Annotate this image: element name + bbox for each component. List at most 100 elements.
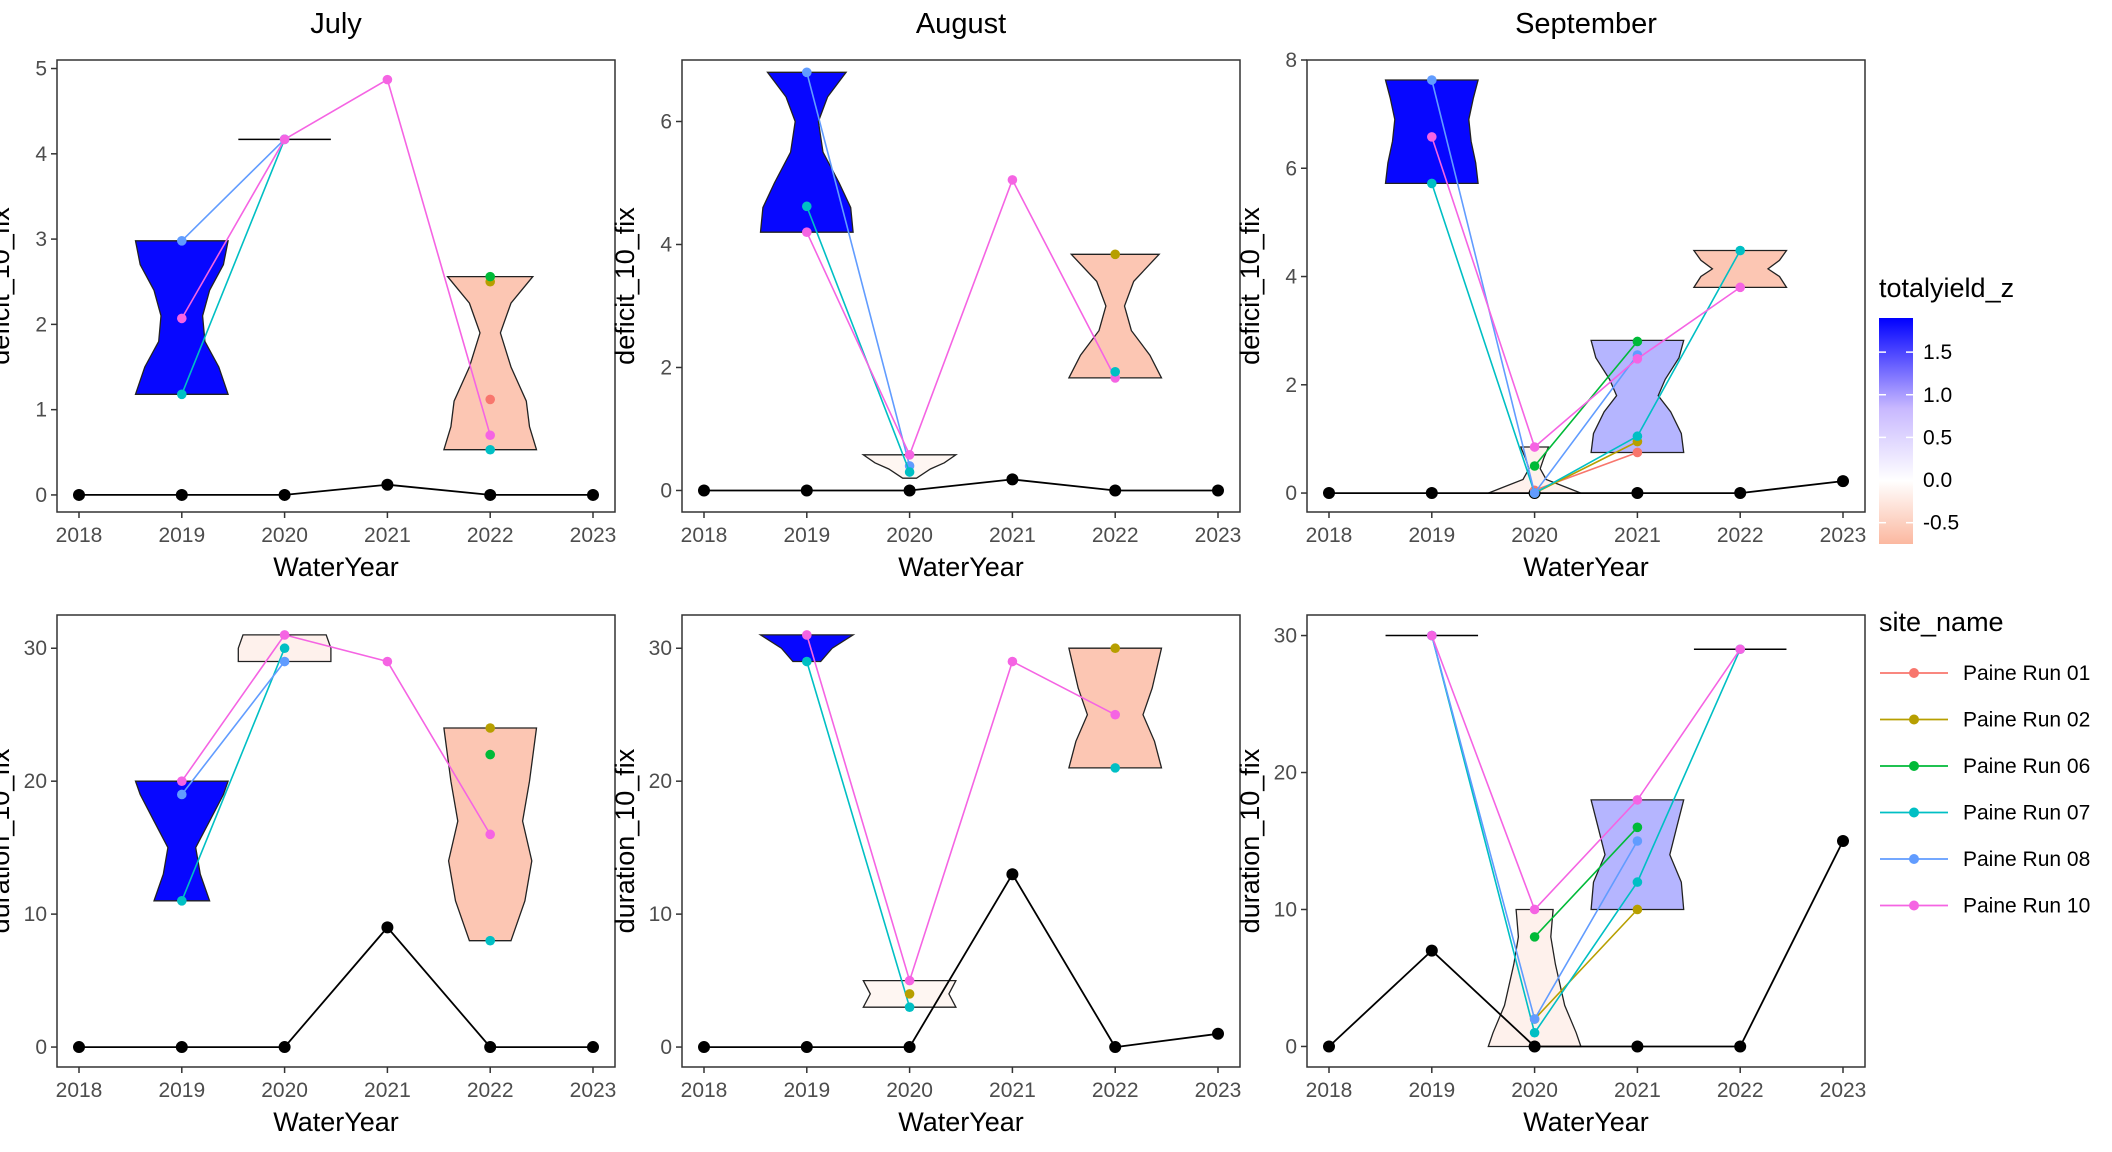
- site-line-paine-run-10: [181, 78, 491, 436]
- summary-point: [484, 488, 497, 501]
- y-tick-label: 0: [1285, 1035, 1297, 1058]
- violin-2022: [1068, 647, 1163, 769]
- summary-line: [704, 872, 1219, 1049]
- site-point-paine-run-06: [1632, 822, 1643, 833]
- y-tick-label: 2: [1285, 374, 1297, 397]
- site-point-paine-run-10: [1007, 175, 1018, 185]
- violin-2019: [1384, 79, 1479, 185]
- site-point-paine-run-08: [1632, 836, 1643, 846]
- x-tick-label: 2019: [158, 1079, 205, 1102]
- site-point-paine-run-06: [1529, 932, 1540, 942]
- site-point-paine-run-10: [177, 313, 187, 324]
- y-tick-label: 10: [649, 903, 672, 926]
- x-tick-label: 2020: [261, 1079, 308, 1102]
- violin-2022: [1067, 253, 1163, 379]
- summary-point: [73, 1041, 85, 1054]
- x-tick-label: 2020: [261, 524, 308, 547]
- site-line-paine-run-07: [806, 206, 911, 473]
- summary-point: [1212, 484, 1224, 497]
- legend-key-point: [1909, 668, 1919, 678]
- site-point-paine-run-08: [177, 236, 187, 246]
- x-tick-label: 2022: [1092, 524, 1139, 547]
- x-tick-label: 2019: [1408, 524, 1455, 547]
- y-tick-label: 3: [35, 228, 47, 251]
- site-point-paine-run-07: [1110, 763, 1120, 773]
- site-point-paine-run-10: [177, 776, 187, 786]
- x-tick-label: 2018: [681, 524, 728, 547]
- totalyield-z-colorbar: [1879, 318, 1913, 544]
- x-tick-label: 2019: [1408, 1079, 1455, 1102]
- site-point-paine-run-07: [1529, 1027, 1540, 1038]
- site-point-paine-run-10: [279, 630, 290, 640]
- site-point-paine-run-07: [904, 467, 915, 477]
- x-tick-label: 2022: [1717, 1079, 1764, 1102]
- x-tick-label: 2021: [989, 1079, 1036, 1102]
- colorbar-tick-label: 1.5: [1923, 341, 1952, 364]
- site-point-paine-run-10: [1110, 709, 1120, 720]
- site-point-paine-run-07: [279, 643, 290, 654]
- violin-2019: [758, 634, 856, 663]
- summary-point: [1837, 835, 1849, 847]
- site-point-paine-run-10: [802, 227, 812, 237]
- x-tick-label: 2021: [1614, 1079, 1661, 1102]
- summary-point: [1006, 868, 1019, 881]
- summary-point: [1528, 1040, 1541, 1053]
- legend-key-point: [1909, 854, 1919, 864]
- y-tick-label: 0: [1285, 482, 1297, 505]
- violin-2022: [1692, 249, 1788, 289]
- y-tick-label: 20: [24, 770, 47, 793]
- site-point-paine-run-10: [1735, 644, 1745, 655]
- y-tick-label: 6: [1285, 157, 1297, 180]
- summary-line: [79, 483, 593, 496]
- y-axis-title: duration_10_fix: [610, 748, 640, 933]
- x-axis-title: WaterYear: [273, 1107, 399, 1137]
- panel-title-july: July: [310, 8, 362, 40]
- site-line-paine-run-10: [1431, 136, 1741, 449]
- summary-line: [1329, 480, 1844, 495]
- site-point-paine-run-01: [1632, 447, 1643, 458]
- summary-point: [1734, 1040, 1747, 1053]
- y-tick-label: 0: [660, 1036, 672, 1059]
- summary-point: [175, 1041, 188, 1054]
- y-axis-title: duration_10_fix: [1235, 748, 1265, 933]
- x-tick-label: 2021: [364, 524, 411, 547]
- site-point-paine-run-10: [1632, 795, 1643, 805]
- summary-point: [73, 488, 85, 501]
- site-point-paine-run-10: [279, 134, 290, 145]
- site-point-paine-run-07: [904, 1002, 915, 1012]
- x-tick-label: 2018: [1306, 524, 1353, 547]
- x-axis-title: WaterYear: [273, 552, 399, 582]
- site-point-paine-run-10: [485, 829, 496, 840]
- y-tick-label: 20: [649, 770, 672, 793]
- summary-point: [1425, 487, 1438, 500]
- summary-point: [278, 1041, 291, 1054]
- x-tick-label: 2018: [56, 524, 103, 547]
- x-axis-title: WaterYear: [898, 1107, 1024, 1137]
- panel-title-august: August: [916, 8, 1006, 40]
- summary-point: [587, 1041, 599, 1054]
- site-line-paine-run-07: [1431, 635, 1741, 1035]
- y-tick-label: 10: [24, 903, 47, 926]
- site-line-paine-run-07: [806, 661, 911, 1008]
- x-tick-label: 2023: [1195, 1079, 1242, 1102]
- y-tick-label: 30: [1274, 625, 1297, 648]
- summary-point: [1425, 944, 1438, 957]
- summary-point: [175, 488, 188, 501]
- x-tick-label: 2022: [1717, 524, 1764, 547]
- panel-frame: [1306, 614, 1866, 1068]
- site-line-paine-run-07: [181, 139, 286, 395]
- site-line-paine-run-08: [181, 661, 286, 795]
- y-tick-label: 4: [35, 143, 47, 166]
- x-tick-label: 2020: [886, 1079, 933, 1102]
- site-line-paine-run-10: [1431, 635, 1741, 911]
- site-point-paine-run-07: [802, 201, 812, 212]
- summary-point: [698, 1041, 710, 1054]
- legend-site-label: Paine Run 01: [1963, 662, 2090, 685]
- y-tick-label: 4: [1285, 266, 1297, 289]
- site-point-paine-run-02: [904, 989, 915, 999]
- summary-point: [1734, 487, 1747, 500]
- summary-point: [698, 484, 710, 497]
- violin-2021: [1590, 799, 1685, 911]
- totalyield-z-legend: totalyield_z 1.5 1.0 0.5 0.0 -0.5: [1879, 273, 2014, 544]
